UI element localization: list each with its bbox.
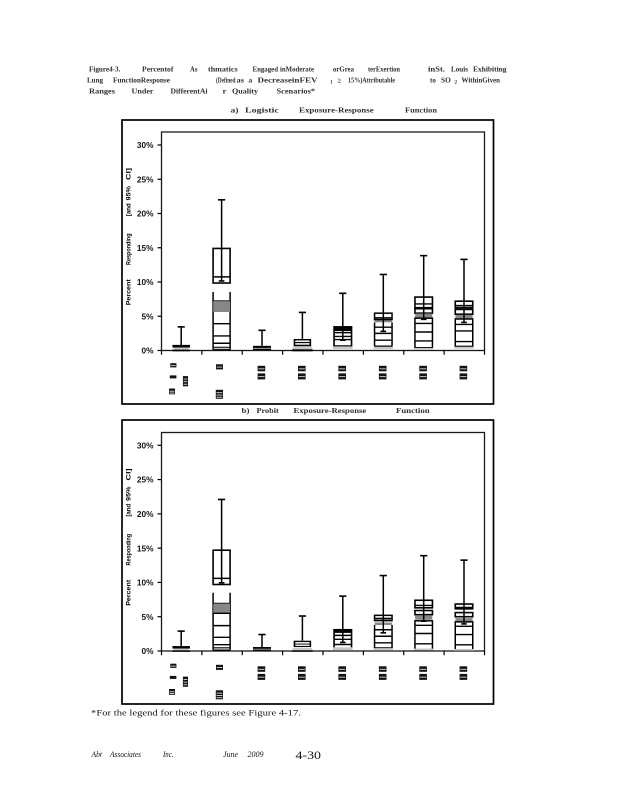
svg-text:25%: 25% bbox=[137, 174, 154, 184]
svg-text:0%: 0% bbox=[142, 646, 155, 656]
svg-text:thmatics: thmatics bbox=[208, 65, 238, 73]
svg-text:15%: 15% bbox=[137, 543, 154, 553]
svg-text:15%)Attributable: 15%)Attributable bbox=[348, 76, 395, 84]
svg-text:SO: SO bbox=[441, 76, 451, 84]
svg-text:June: June bbox=[223, 750, 238, 759]
svg-text:(Defined: (Defined bbox=[216, 76, 236, 84]
svg-text:Percent: Percent bbox=[125, 579, 132, 606]
svg-text:Lung: Lung bbox=[87, 76, 103, 84]
svg-text:5%: 5% bbox=[142, 311, 155, 321]
svg-text:30%: 30% bbox=[137, 440, 154, 450]
svg-text:Percent: Percent bbox=[125, 278, 132, 305]
svg-text:DifferentAi: DifferentAi bbox=[171, 87, 208, 95]
svg-text:FunctionResponse: FunctionResponse bbox=[113, 76, 170, 84]
svg-text:[and: [and bbox=[125, 203, 132, 216]
svg-text:Abt: Abt bbox=[91, 750, 103, 759]
svg-text:15%: 15% bbox=[137, 243, 154, 253]
svg-text:CI]: CI] bbox=[125, 469, 132, 481]
svg-text:Under: Under bbox=[132, 87, 154, 95]
svg-text:b): b) bbox=[242, 407, 251, 415]
svg-text:Figure4-3.: Figure4-3. bbox=[89, 65, 121, 73]
svg-text:Percentof: Percentof bbox=[142, 65, 174, 73]
svg-text:Exposure-Response: Exposure-Response bbox=[294, 407, 367, 415]
svg-text:Inc.: Inc. bbox=[162, 750, 173, 759]
svg-text:2: 2 bbox=[455, 80, 458, 86]
svg-text:inModerate: inModerate bbox=[280, 65, 314, 73]
svg-text:Function: Function bbox=[396, 407, 430, 415]
svg-text:Quality: Quality bbox=[232, 87, 259, 95]
svg-text:Associates: Associates bbox=[109, 750, 141, 759]
svg-text:Probit: Probit bbox=[257, 407, 280, 415]
svg-text:DecreaseinFEV: DecreaseinFEV bbox=[258, 76, 318, 84]
svg-text:Ranges: Ranges bbox=[89, 87, 115, 95]
svg-text:25%: 25% bbox=[137, 475, 154, 485]
svg-text:Responding: Responding bbox=[125, 233, 132, 265]
svg-text:[and: [and bbox=[125, 504, 132, 517]
svg-text:CI]: CI] bbox=[125, 168, 132, 180]
svg-text:Engaged: Engaged bbox=[253, 65, 279, 73]
svg-text:10%: 10% bbox=[137, 277, 154, 287]
svg-text:20%: 20% bbox=[137, 209, 154, 219]
svg-text:Responding: Responding bbox=[125, 534, 132, 566]
svg-text:4-30: 4-30 bbox=[296, 748, 322, 762]
svg-text:to: to bbox=[430, 76, 436, 84]
svg-text:as: as bbox=[237, 76, 245, 84]
svg-text:5%: 5% bbox=[142, 612, 155, 622]
svg-text:Exposure-Response: Exposure-Response bbox=[299, 107, 374, 115]
svg-text:*For the legend for these figu: *For the legend for these figures see Fi… bbox=[91, 708, 301, 718]
svg-text:Logistic: Logistic bbox=[245, 107, 279, 115]
svg-text:95%: 95% bbox=[125, 486, 132, 501]
svg-text:WithinGiven: WithinGiven bbox=[462, 76, 501, 84]
svg-text:95%: 95% bbox=[125, 186, 132, 201]
svg-text:1: 1 bbox=[330, 80, 333, 86]
svg-text:Function: Function bbox=[405, 107, 437, 115]
svg-text:0%: 0% bbox=[142, 346, 155, 356]
svg-text:20%: 20% bbox=[137, 509, 154, 519]
svg-text:30%: 30% bbox=[137, 140, 154, 150]
svg-text:≥: ≥ bbox=[338, 77, 342, 84]
svg-text:r: r bbox=[223, 87, 227, 95]
svg-text:terExertion: terExertion bbox=[368, 65, 400, 73]
svg-text:10%: 10% bbox=[137, 578, 154, 588]
svg-text:Scenarios*: Scenarios* bbox=[277, 87, 316, 95]
svg-text:inSt.: inSt. bbox=[428, 65, 445, 73]
svg-text:a: a bbox=[249, 76, 253, 84]
svg-text:Exhibiting: Exhibiting bbox=[473, 65, 507, 73]
svg-text:2009: 2009 bbox=[248, 750, 264, 759]
svg-text:As: As bbox=[190, 65, 198, 73]
svg-text:Louis: Louis bbox=[451, 65, 468, 73]
svg-text:a): a) bbox=[231, 107, 240, 115]
svg-text:orGrea: orGrea bbox=[333, 65, 354, 73]
